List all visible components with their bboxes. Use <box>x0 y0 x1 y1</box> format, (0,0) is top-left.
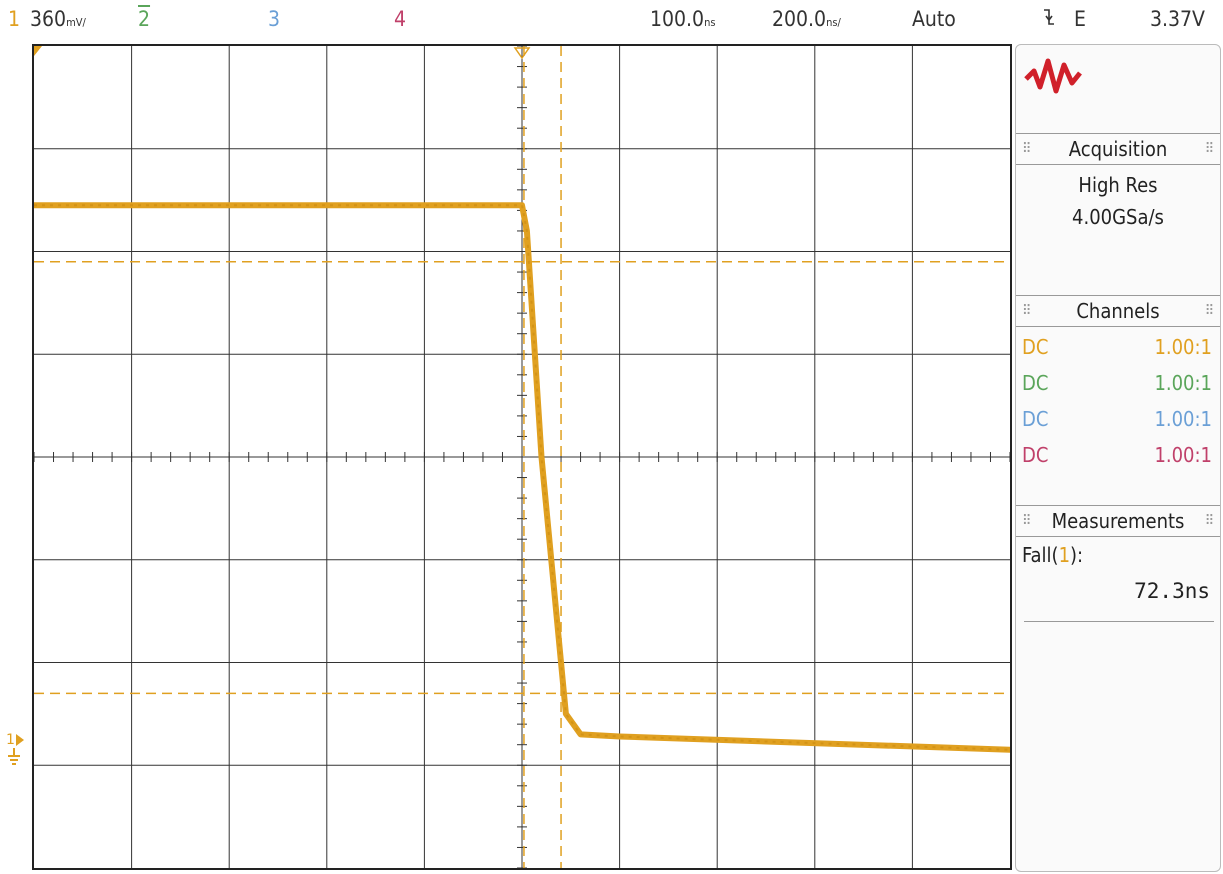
channel-probe-ratio: 1.00:1 <box>1154 335 1212 359</box>
channel-coupling: DC <box>1022 371 1049 395</box>
waveform-display[interactable] <box>32 44 1012 870</box>
trigger-position-marker-icon <box>513 47 531 60</box>
side-panel: ⠿ Acquisition ⠿ High Res 4.00GSa/s ⠿ Cha… <box>1015 44 1221 872</box>
channel-probe-ratio: 1.00:1 <box>1154 443 1212 467</box>
channel-4-number[interactable]: 4 <box>394 7 407 31</box>
svg-text:1: 1 <box>6 732 15 748</box>
waveform-logo-icon <box>1024 58 1082 94</box>
channel-1-ground-marker-icon[interactable]: 1 <box>4 730 30 770</box>
grip-icon: ⠿ <box>1204 141 1214 157</box>
measurement-label: Fall(1): <box>1022 543 1084 567</box>
trigger-mode[interactable]: Auto <box>912 7 956 31</box>
measurement-divider <box>1024 621 1214 622</box>
acquisition-mode: High Res <box>1078 173 1158 197</box>
acquisition-header[interactable]: ⠿ Acquisition ⠿ <box>1016 133 1220 165</box>
channel-2-number[interactable]: 2 <box>138 7 151 31</box>
channel-probe-ratio: 1.00:1 <box>1154 407 1212 431</box>
channel-coupling: DC <box>1022 335 1049 359</box>
measurement-value: 72.3ns <box>1134 579 1210 603</box>
time-reference-marker-icon <box>34 46 42 56</box>
channel-coupling: DC <box>1022 443 1049 467</box>
channel-1-number[interactable]: 1 <box>8 7 21 31</box>
channel-coupling: DC <box>1022 407 1049 431</box>
grip-icon: ⠿ <box>1022 513 1032 529</box>
time-position[interactable]: 100.0ns <box>650 7 716 31</box>
falling-edge-icon[interactable] <box>1042 6 1056 34</box>
grip-icon: ⠿ <box>1204 513 1214 529</box>
channel-1-trace-noise <box>34 204 1010 751</box>
grip-icon: ⠿ <box>1022 303 1032 319</box>
trigger-level[interactable]: 3.37V <box>1150 7 1205 31</box>
channel-3-number[interactable]: 3 <box>268 7 281 31</box>
status-bar: 1 360mV/ 2 3 4 100.0ns 200.0ns/ Auto E 3… <box>0 0 1223 42</box>
time-scale[interactable]: 200.0ns/ <box>772 7 841 31</box>
measurements-header[interactable]: ⠿ Measurements ⠿ <box>1016 505 1220 537</box>
channels-header[interactable]: ⠿ Channels ⠿ <box>1016 295 1220 327</box>
trigger-source[interactable]: E <box>1074 7 1086 31</box>
channel-probe-ratio: 1.00:1 <box>1154 371 1212 395</box>
waveform-canvas <box>34 46 1010 868</box>
grip-icon: ⠿ <box>1022 141 1032 157</box>
sample-rate: 4.00GSa/s <box>1072 205 1164 229</box>
grip-icon: ⠿ <box>1204 303 1214 319</box>
channel-1-scale[interactable]: 360mV/ <box>30 7 86 31</box>
